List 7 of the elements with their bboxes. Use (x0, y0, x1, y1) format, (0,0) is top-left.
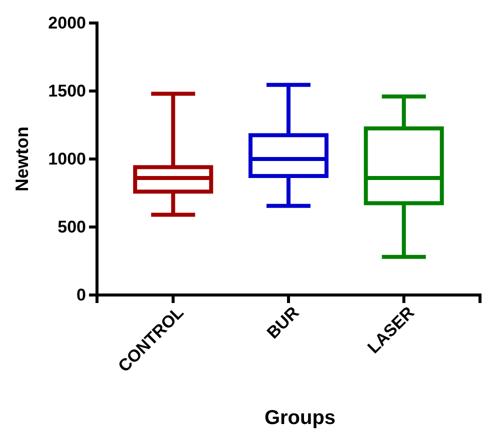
y-tick-label: 0 (76, 285, 86, 304)
y-tick-label: 1000 (48, 149, 86, 168)
y-tick-label: 1500 (48, 81, 86, 100)
y-tick-label: 500 (58, 217, 86, 236)
x-axis-title: Groups (264, 407, 336, 429)
y-tick-label: 2000 (48, 13, 86, 32)
y-axis-title: Newton (12, 126, 32, 192)
